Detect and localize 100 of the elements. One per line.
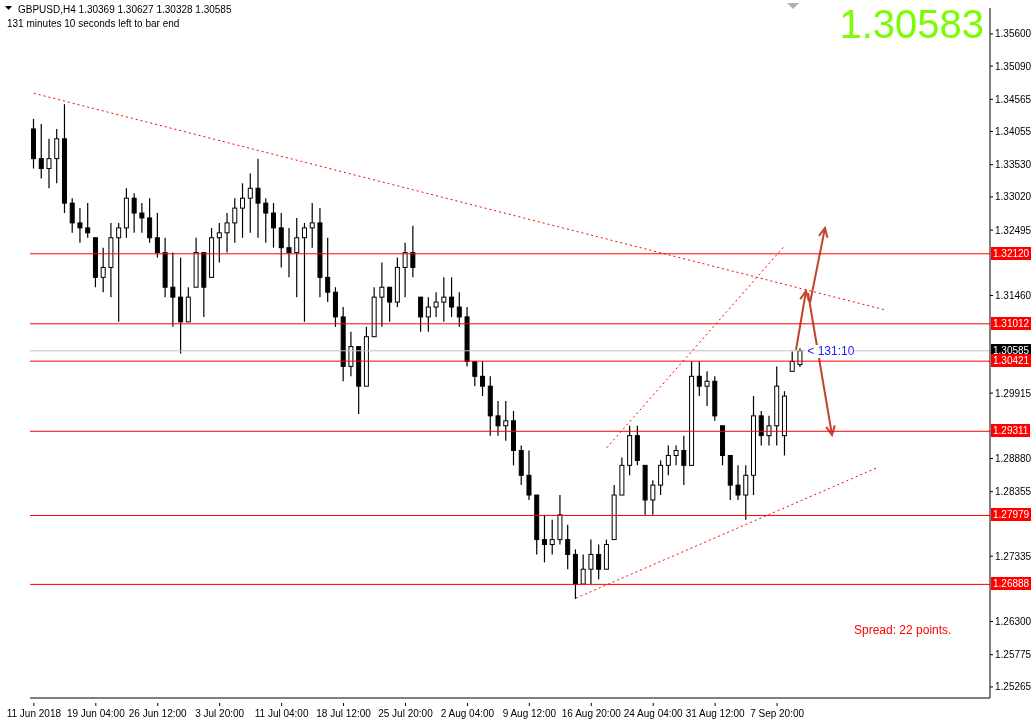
candlestick (278, 212, 284, 269)
x-tick-label: 2 Aug 04:00 (440, 708, 495, 719)
y-tick-label: 1.25265 (995, 681, 1032, 693)
candlestick (77, 207, 83, 244)
candlestick (286, 227, 292, 278)
candlestick (402, 242, 408, 298)
candlestick (456, 291, 462, 328)
ref-line-label: 1.26888 (991, 577, 1032, 591)
candlestick (38, 123, 44, 180)
annotation: Spread: 22 points. (854, 623, 952, 637)
candlestick (131, 192, 137, 234)
chart-title: GBPUSD,H4 1.30369 1.30627 1.30328 1.30585 (18, 4, 232, 15)
y-tick-label: 1.31460 (995, 290, 1032, 302)
ref-line-label: 1.32120 (991, 246, 1032, 260)
candlestick (271, 202, 276, 249)
candlestick (100, 247, 106, 293)
candlestick (139, 202, 145, 234)
y-tick-label: 1.29915 (995, 387, 1032, 399)
y-tick-label: 1.25775 (995, 649, 1032, 661)
annotation: 1.30583 (839, 2, 984, 47)
x-tick-label: 31 Aug 12:00 (685, 708, 746, 719)
candlestick (526, 449, 532, 501)
x-tick-label: 19 Jun 04:00 (66, 708, 126, 719)
candlestick (309, 202, 315, 249)
candlestick (541, 514, 547, 563)
candlestick (263, 197, 269, 244)
x-tick-label: 24 Aug 04:00 (623, 708, 684, 719)
text: 131 minutes 10 seconds left to bar end (7, 18, 180, 29)
candlestick (410, 225, 416, 278)
ref-line-label: 1.30585 (991, 343, 1032, 357)
candlestick (503, 400, 509, 442)
candlestick (549, 519, 555, 556)
y-tick-label: 1.34565 (995, 93, 1032, 105)
y-tick-label: 1.35090 (995, 60, 1032, 72)
y-tick-label: 1.26300 (995, 616, 1032, 628)
candlestick (85, 202, 91, 239)
x-tick-label: 16 Aug 20:00 (561, 708, 622, 719)
candlestick (232, 197, 238, 244)
y-tick-label: 1.28355 (995, 486, 1032, 498)
y-tick-label: 1.35600 (995, 28, 1032, 40)
x-tick-label: 9 Aug 12:00 (502, 708, 557, 719)
ref-line-label: 1.30421 (991, 354, 1032, 368)
candlestick (758, 410, 764, 447)
y-tick-label: 1.32495 (995, 224, 1032, 236)
candlestick (216, 222, 222, 264)
x-tick-label: 3 Jul 20:00 (195, 708, 245, 719)
ref-line-label: 1.29311 (991, 424, 1031, 438)
candlestick (387, 286, 393, 323)
y-tick-label: 1.28880 (995, 453, 1032, 465)
x-tick-label: 11 Jul 04:00 (254, 708, 309, 719)
x-tick-label: 7 Sep 20:00 (750, 708, 805, 719)
candlestick (673, 444, 679, 466)
candlestick (240, 182, 246, 239)
candlestick (116, 222, 122, 323)
candlestick (255, 158, 261, 239)
candlestick (325, 237, 331, 303)
candlestick (418, 296, 424, 333)
candlestick (247, 172, 253, 234)
candlestick (301, 222, 307, 323)
candlestick (665, 444, 671, 476)
candlestick (449, 276, 455, 318)
candlestick (147, 197, 153, 244)
candlestick (580, 553, 586, 585)
candlestick (69, 197, 75, 234)
candlestick (294, 217, 300, 298)
candlestick (54, 128, 60, 184)
candlestick (224, 212, 230, 254)
candlestick (588, 538, 594, 585)
x-tick-label: 26 Jun 12:00 (128, 708, 188, 719)
candlestick (743, 464, 749, 521)
candlestick (658, 459, 664, 496)
candlestick (789, 350, 795, 372)
x-tick-label: 11 Jun 2018 (6, 708, 62, 719)
candlestick (170, 252, 176, 328)
candlestick (425, 296, 431, 333)
y-tick-label: 1.33530 (995, 159, 1032, 171)
annotation: < 131:10 (806, 343, 856, 358)
ref-line-label: 1.31012 (991, 316, 1032, 330)
x-tick-label: 18 Jul 12:00 (316, 708, 372, 719)
candlestick (696, 360, 702, 397)
candlestick (480, 360, 486, 397)
candlestick (379, 261, 385, 328)
candlestick (433, 291, 439, 318)
x-tick-label: 25 Jul 20:00 (378, 708, 434, 719)
candlestick (472, 360, 478, 387)
candlestick (495, 400, 501, 437)
y-tick-label: 1.33020 (995, 191, 1032, 203)
candlestick (348, 331, 354, 377)
candlestick (681, 435, 687, 486)
ref-line-label: 1.27979 (991, 508, 1032, 522)
candlestick (154, 212, 160, 259)
candlestick (441, 276, 447, 323)
candlestick (596, 543, 602, 580)
candlestick (766, 415, 772, 447)
candlestick (704, 370, 710, 407)
candlestick (735, 464, 741, 501)
candlestick (565, 524, 571, 570)
candlestick (650, 479, 656, 516)
y-tick-label: 1.34055 (995, 126, 1032, 138)
y-tick-label: 1.27335 (995, 550, 1032, 562)
